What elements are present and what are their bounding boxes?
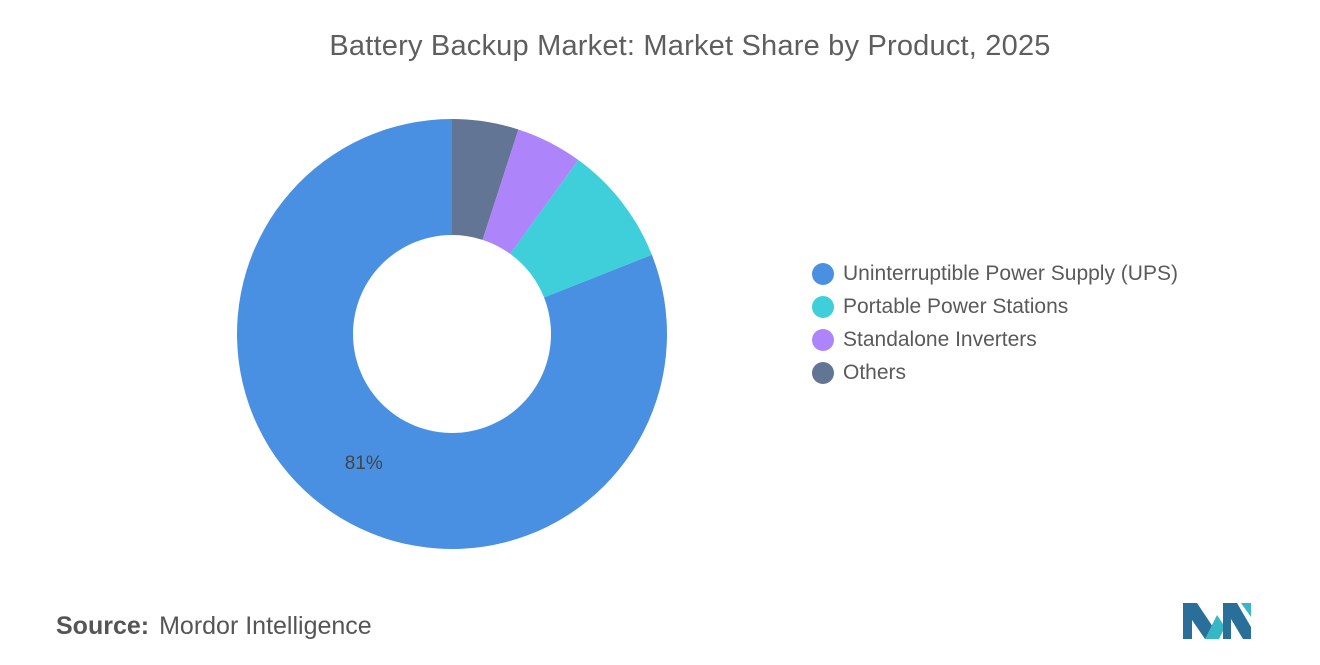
donut-slice (452, 119, 519, 240)
legend-swatch (812, 295, 834, 318)
donut-slice (482, 129, 579, 254)
legend-item: Uninterruptible Power Supply (UPS) (812, 257, 1178, 290)
chart-title: Battery Backup Market: Market Share by P… (329, 30, 1051, 62)
logo-shape-accent (1241, 603, 1251, 617)
logo-shape-left (1183, 603, 1213, 639)
logo-shape-right (1223, 603, 1251, 639)
slice-data-label: 81% (345, 453, 383, 474)
legend-label: Others (843, 360, 907, 384)
legend-label: Standalone Inverters (843, 327, 1037, 351)
logo-shape-mid (1205, 615, 1225, 639)
legend-swatch (812, 328, 834, 351)
source-value: Mordor Intelligence (159, 612, 372, 640)
legend-label: Portable Power Stations (843, 294, 1069, 318)
legend-swatch (812, 361, 834, 384)
legend-item: Portable Power Stations (812, 290, 1178, 323)
legend-item: Standalone Inverters (812, 323, 1178, 356)
donut-slice (236, 119, 667, 550)
donut-slice (510, 160, 652, 298)
source-note: Source: Mordor Intelligence (56, 612, 372, 641)
legend-swatch (812, 262, 834, 285)
source-label: Source: (56, 612, 150, 640)
legend-label: Uninterruptible Power Supply (UPS) (843, 261, 1178, 285)
legend-item: Others (812, 356, 1178, 389)
chart-legend: Uninterruptible Power Supply (UPS) Porta… (812, 257, 1178, 389)
mordor-intelligence-logo-icon (1183, 603, 1251, 639)
